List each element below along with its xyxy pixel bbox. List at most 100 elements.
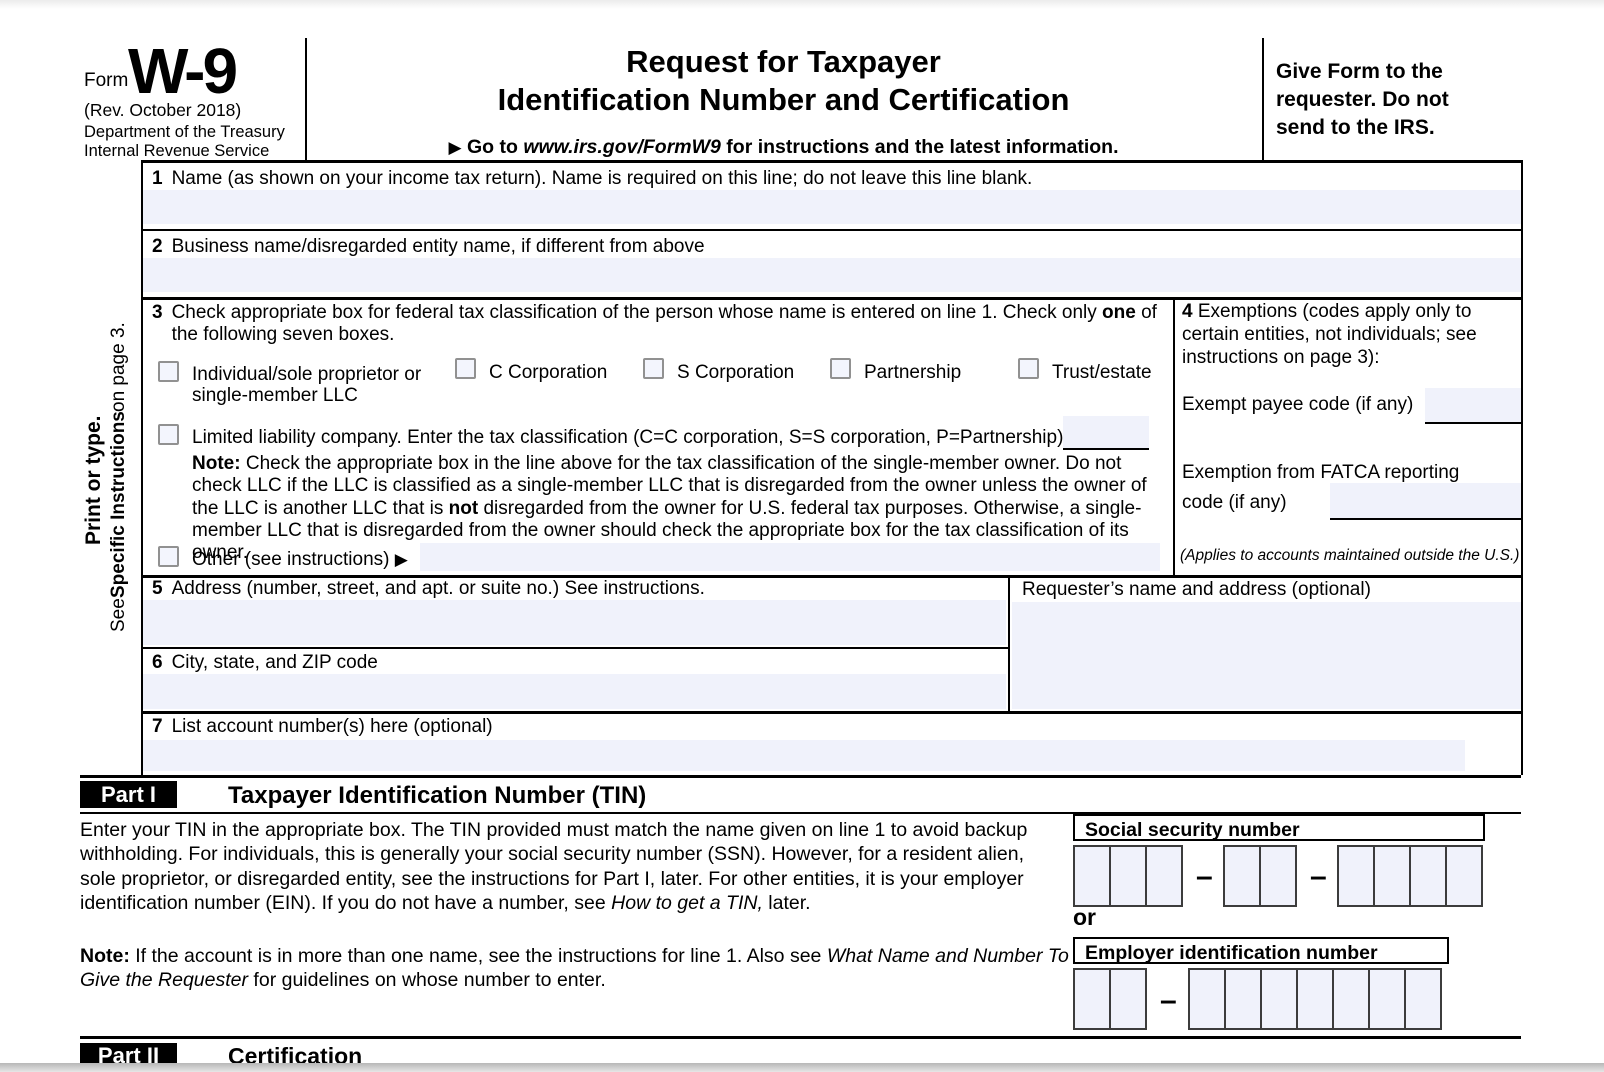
other-input[interactable] xyxy=(420,543,1160,571)
ein-digit-cell[interactable] xyxy=(1296,968,1334,1030)
line3-number: 3 xyxy=(152,302,163,323)
line7-number: 7 xyxy=(152,716,163,737)
line2-label-text: Business name/disregarded entity name, i… xyxy=(171,236,705,257)
part1-label: Part I xyxy=(100,781,157,807)
form-label: Form xyxy=(84,70,129,91)
ein-digit-cell[interactable] xyxy=(1224,968,1262,1030)
checkbox-individual-label: Individual/sole proprietor or single-mem… xyxy=(192,364,422,406)
city-state-zip-input[interactable] xyxy=(143,674,1006,709)
fatca-code-input[interactable] xyxy=(1330,483,1521,520)
ein-digit-cell[interactable] xyxy=(1109,968,1147,1030)
exempt-payee-label: Exempt payee code (if any) xyxy=(1182,394,1414,415)
ein-group-1 xyxy=(1073,968,1147,1030)
row-divider xyxy=(141,711,1523,714)
or-label: or xyxy=(1073,904,1096,930)
ssn-label: Social security number xyxy=(1085,819,1300,841)
line3-note: Note: Check the appropriate box in the l… xyxy=(192,453,1147,564)
goto-instructions-line: ▶ Go to www.irs.gov/FormW9 for instructi… xyxy=(305,136,1262,159)
ssn-digit-cell[interactable] xyxy=(1337,845,1375,907)
line6-number: 6 xyxy=(152,652,163,673)
checkbox-individual-sole-proprietor[interactable] xyxy=(158,361,179,382)
part1-note: Note: If the account is in more than one… xyxy=(80,945,1069,992)
ein-digit-cell[interactable] xyxy=(1332,968,1370,1030)
ein-label-box: Employer identification number xyxy=(1073,937,1449,964)
checkbox-llc[interactable] xyxy=(158,424,179,445)
ssn-group-2 xyxy=(1223,845,1297,907)
ssn-dash: – xyxy=(1310,860,1327,893)
ssn-digit-cell[interactable] xyxy=(1259,845,1297,907)
exempt-payee-code-input[interactable] xyxy=(1425,388,1521,424)
line3-label: 3 Check appropriate box for federal tax … xyxy=(152,302,1164,346)
line1-number: 1 xyxy=(152,168,163,189)
ein-dash: – xyxy=(1160,984,1177,1017)
department-label: Department of the Treasury xyxy=(84,123,285,141)
line5-label-text: Address (number, street, and apt. or sui… xyxy=(171,578,705,599)
ein-digit-cell[interactable] xyxy=(1260,968,1298,1030)
address-requester-divider xyxy=(1008,578,1010,711)
line3-label-text: Check appropriate box for federal tax cl… xyxy=(171,302,1157,345)
ein-digit-cell[interactable] xyxy=(1188,968,1226,1030)
main-form-box xyxy=(141,160,1523,775)
checkbox-c-corporation[interactable] xyxy=(455,358,476,379)
requester-name-address-input[interactable] xyxy=(1012,602,1521,709)
row-divider xyxy=(141,229,1523,231)
name-input[interactable] xyxy=(143,190,1521,224)
other-label-text: Other (see instructions) xyxy=(192,549,395,570)
ssn-digit-cell[interactable] xyxy=(1409,845,1447,907)
address-input[interactable] xyxy=(143,600,1006,645)
give-form-notice: Give Form to the requester. Do not send … xyxy=(1276,60,1449,139)
ssn-group-1 xyxy=(1073,845,1183,907)
checkbox-s-corporation-label: S Corporation xyxy=(677,362,795,383)
agency-label: Internal Revenue Service xyxy=(84,142,270,160)
checkbox-trust-estate-label: Trust/estate xyxy=(1052,362,1152,383)
ssn-digit-cell[interactable] xyxy=(1223,845,1261,907)
row-divider xyxy=(141,575,1523,578)
form-title-line2: Identification Number and Certification xyxy=(497,82,1070,117)
checkbox-partnership[interactable] xyxy=(830,358,851,379)
line5-label: 5 Address (number, street, and apt. or s… xyxy=(152,578,705,600)
line7-label: 7 List account number(s) here (optional) xyxy=(152,716,493,738)
line2-label: 2 Business name/disregarded entity name,… xyxy=(152,236,705,258)
ssn-digit-cell[interactable] xyxy=(1145,845,1183,907)
page-bottom-edge xyxy=(0,1063,1604,1072)
checkbox-c-corporation-label: C Corporation xyxy=(489,362,608,383)
account-numbers-input[interactable] xyxy=(143,740,1465,771)
ssn-digit-cell[interactable] xyxy=(1373,845,1411,907)
requester-label: Requester’s name and address (optional) xyxy=(1022,579,1371,600)
business-name-input[interactable] xyxy=(143,258,1521,292)
part1-label-box: Part I xyxy=(80,781,177,808)
form-number: W-9 xyxy=(128,35,238,107)
ssn-digit-cell[interactable] xyxy=(1109,845,1147,907)
row-divider xyxy=(141,647,1008,649)
fatca-applies-note: (Applies to accounts maintained outside … xyxy=(1180,547,1520,564)
arrow-right-icon: ▶ xyxy=(448,138,462,157)
line5-number: 5 xyxy=(152,578,163,599)
line4-label: 4 Exemptions (codes apply only to certai… xyxy=(1182,301,1477,368)
ssn-digit-cell[interactable] xyxy=(1445,845,1483,907)
ssn-dash: – xyxy=(1196,860,1213,893)
checkbox-s-corporation[interactable] xyxy=(643,358,664,379)
checkbox-other[interactable] xyxy=(158,546,179,567)
other-label: Other (see instructions) ▶ xyxy=(192,549,408,570)
checkbox-trust-estate[interactable] xyxy=(1018,358,1039,379)
ein-label: Employer identification number xyxy=(1085,942,1378,964)
checkbox-partnership-label: Partnership xyxy=(864,362,962,383)
ein-digit-cell[interactable] xyxy=(1368,968,1406,1030)
line6-label-text: City, state, and ZIP code xyxy=(171,652,378,673)
ssn-digit-cell[interactable] xyxy=(1073,845,1111,907)
part1-bar: Part I Taxpayer Identification Number (T… xyxy=(80,775,1521,814)
row-divider xyxy=(141,297,1523,300)
section3-4-divider xyxy=(1173,300,1175,575)
ein-digit-cell[interactable] xyxy=(1404,968,1442,1030)
header-divider-right xyxy=(1262,38,1264,160)
goto-instructions-text: Go to www.irs.gov/FormW9 for instruction… xyxy=(467,136,1119,158)
part1-paragraph: Enter your TIN in the appropriate box. T… xyxy=(80,819,1028,914)
llc-label: Limited liability company. Enter the tax… xyxy=(192,427,1082,448)
ein-digit-cell[interactable] xyxy=(1073,968,1111,1030)
line6-label: 6 City, state, and ZIP code xyxy=(152,652,378,674)
sidebar-see-instructions: See Specific Instructions on page 3. xyxy=(108,321,129,633)
form-revision: (Rev. October 2018) xyxy=(84,100,242,120)
llc-classification-input[interactable] xyxy=(1063,416,1149,450)
part1-title: Taxpayer Identification Number (TIN) xyxy=(228,782,647,809)
